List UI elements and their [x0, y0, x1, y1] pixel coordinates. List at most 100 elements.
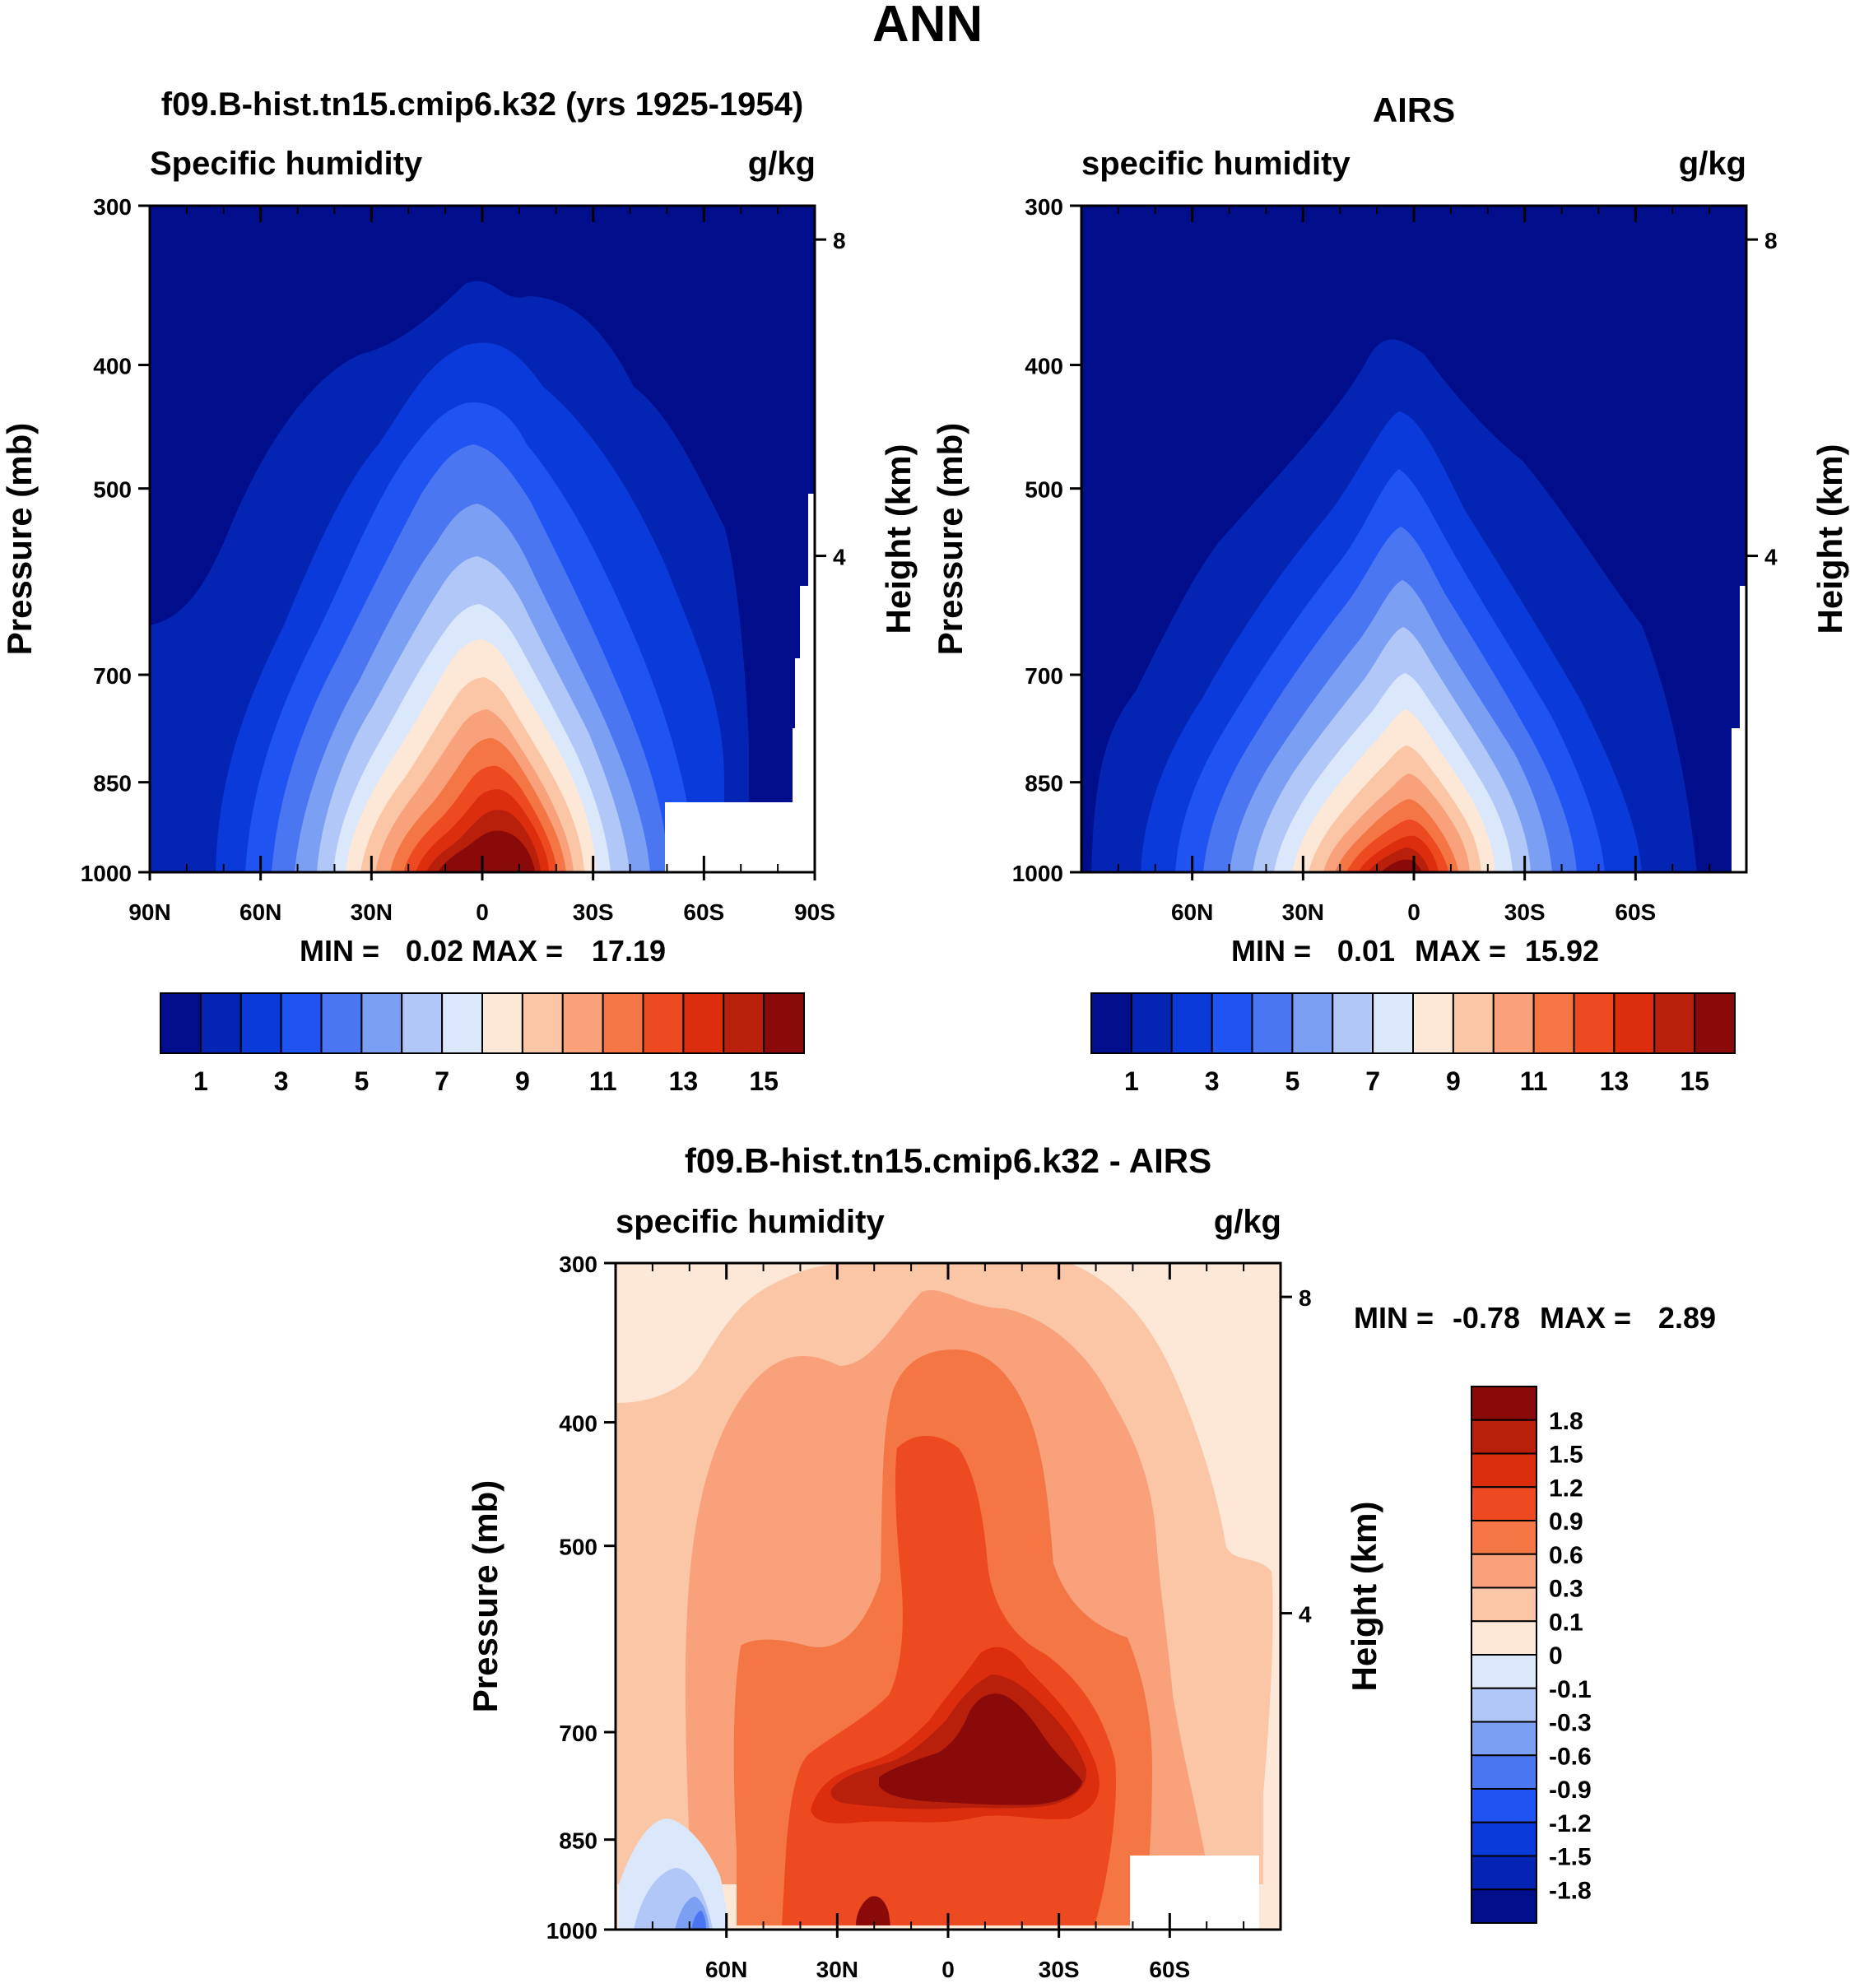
colorbar-label: 9 [515, 1066, 530, 1096]
colorbar-swatch [763, 992, 805, 1054]
panel-airs-ylabel: Pressure (mb) [931, 423, 969, 655]
height-tick-label: 8 [833, 228, 846, 253]
colorbar-swatch [1211, 992, 1253, 1054]
y-tick-label: 400 [1025, 354, 1063, 379]
y-tick-label: 300 [559, 1252, 597, 1277]
colorbar-label: 1 [1124, 1066, 1139, 1096]
panel-model-subtitle-right: g/kg [748, 146, 816, 182]
missing-data [1130, 1856, 1259, 1930]
height-tick-label: 4 [833, 545, 846, 570]
panel-model-min-label: MIN = [300, 934, 379, 968]
colorbar-swatch [1471, 1419, 1537, 1455]
panel-diff-subtitle-right: g/kg [1214, 1204, 1281, 1240]
colorbar-swatch [1251, 992, 1294, 1054]
colorbar-swatch [1471, 1386, 1537, 1421]
colorbar-label: 11 [1520, 1066, 1548, 1096]
colorbar-label: -0.1 [1549, 1676, 1592, 1703]
y-tick-label: 850 [1025, 771, 1063, 797]
colorbar-label: 0.6 [1549, 1542, 1583, 1569]
panel-diff: f09.B-hist.tn15.cmip6.k32 - AIRS specifi… [466, 1141, 1716, 1982]
colorbar-label: -0.9 [1549, 1777, 1592, 1804]
colorbar-swatch [481, 992, 523, 1054]
panel-model-min-value: 0.02 [406, 934, 463, 968]
panel-model-x-axis: 90N 60N 30N 0 30S 60S 90S [128, 206, 835, 925]
y-tick-label: 500 [93, 477, 132, 503]
panel-model-ylabel-right: Height (km) [879, 444, 918, 634]
panel-airs-contours [1081, 206, 1746, 872]
colorbar-label: 5 [354, 1066, 369, 1096]
panel-diff-y-axis: 300 400 500 700 850 1000 [546, 1252, 616, 1944]
panel-airs-height-axis: 84 [1746, 228, 1778, 570]
colorbar-swatch [723, 992, 765, 1054]
colorbar-label: 15 [749, 1066, 779, 1096]
x-tick-label: 60S [1149, 1957, 1190, 1982]
y-tick-label: 1000 [546, 1918, 597, 1944]
colorbar-swatch [360, 992, 403, 1054]
panel-model-contours [150, 206, 815, 873]
y-tick-label: 700 [93, 663, 132, 689]
panel-model: f09.B-hist.tn15.cmip6.k32 (yrs 1925-1954… [0, 86, 918, 1096]
colorbar-swatch [199, 992, 242, 1054]
panel-airs-max-label: MAX = [1415, 934, 1506, 968]
colorbar-swatch [1471, 1855, 1537, 1891]
panel-model-max-label: MAX = [472, 934, 563, 968]
colorbar-label: 1.2 [1549, 1475, 1583, 1502]
contour-band-15 [438, 830, 535, 872]
colorbar-label: 0.1 [1549, 1609, 1583, 1636]
colorbar-swatch [1170, 992, 1213, 1054]
colorbar-swatch [682, 992, 725, 1054]
panel-model-height-axis: 84 [815, 228, 846, 570]
colorbar-swatch [1471, 1754, 1537, 1790]
panel-model-title: f09.B-hist.tn15.cmip6.k32 (yrs 1925-1954… [161, 86, 803, 123]
contour-band-ge-1.8 [879, 1693, 1082, 1805]
colorbar-swatch [602, 992, 644, 1054]
colorbar-swatch [1471, 1788, 1537, 1823]
panel-model-ylabel: Pressure (mb) [0, 423, 39, 655]
panel-diff-ylabel: Pressure (mb) [466, 1480, 504, 1712]
colorbar-swatch [320, 992, 363, 1054]
colorbar-swatch [401, 992, 444, 1054]
colorbar-swatch [1471, 1620, 1537, 1656]
colorbar-label: -1.5 [1549, 1844, 1592, 1871]
x-tick-label: 60N [1171, 899, 1213, 925]
colorbar-label: 1 [193, 1066, 208, 1096]
panel-airs-max-value: 15.92 [1525, 934, 1599, 968]
colorbar-swatch [1573, 992, 1616, 1054]
panel-airs: AIRS specific humidity g/kg 300400500700… [931, 91, 1849, 1096]
colorbar-label: 15 [1680, 1066, 1709, 1096]
colorbar-swatch [1653, 992, 1696, 1054]
colorbar-label: 1.8 [1549, 1408, 1583, 1435]
colorbar-swatch [1613, 992, 1656, 1054]
colorbar-label: -1.8 [1549, 1877, 1592, 1904]
figure-title: ANN [872, 0, 983, 53]
colorbar-label: 7 [1365, 1066, 1380, 1096]
colorbar-swatch [561, 992, 604, 1054]
panel-diff-max-label: MAX = [1540, 1301, 1631, 1335]
missing-data [1732, 586, 1746, 872]
colorbar-label: -0.6 [1549, 1743, 1592, 1770]
colorbar-swatch [1291, 992, 1334, 1054]
colorbar-swatch [642, 992, 685, 1054]
panel-diff-colorbar: 1.8 1.5 1.2 0.9 0.6 0.3 0.1 0 -0.1 -0.3 -0.6 -0.9 -1… [1471, 1386, 1592, 1924]
x-tick-label: 0 [941, 1957, 955, 1982]
x-tick-label: 30S [1039, 1957, 1080, 1982]
panel-model-max-value: 17.19 [592, 934, 666, 968]
panel-airs-title: AIRS [1373, 91, 1455, 129]
panel-airs-colorbar: 1 3 5 7 9 11 13 15 [1090, 992, 1736, 1096]
colorbar-swatch [1471, 1553, 1537, 1589]
x-tick-label: 0 [1407, 899, 1420, 925]
panel-diff-height-axis: 84 [1281, 1285, 1312, 1628]
panel-airs-min-label: MIN = [1231, 934, 1311, 968]
panel-model-colorbar: 1 3 5 7 9 11 13 15 [160, 992, 805, 1096]
colorbar-swatch [1471, 1486, 1537, 1521]
y-tick-label: 700 [1025, 663, 1063, 689]
colorbar-swatch [1694, 992, 1736, 1054]
colorbar-swatch [1471, 1888, 1537, 1924]
colorbar-swatch [1332, 992, 1374, 1054]
colorbar-swatch [280, 992, 323, 1054]
colorbar-label: 0.9 [1549, 1508, 1583, 1535]
height-tick-label: 8 [1764, 228, 1778, 253]
y-tick-label: 850 [93, 771, 132, 797]
panel-diff-x-axis: 60N 30N 0 30S 60S [651, 1263, 1245, 1982]
